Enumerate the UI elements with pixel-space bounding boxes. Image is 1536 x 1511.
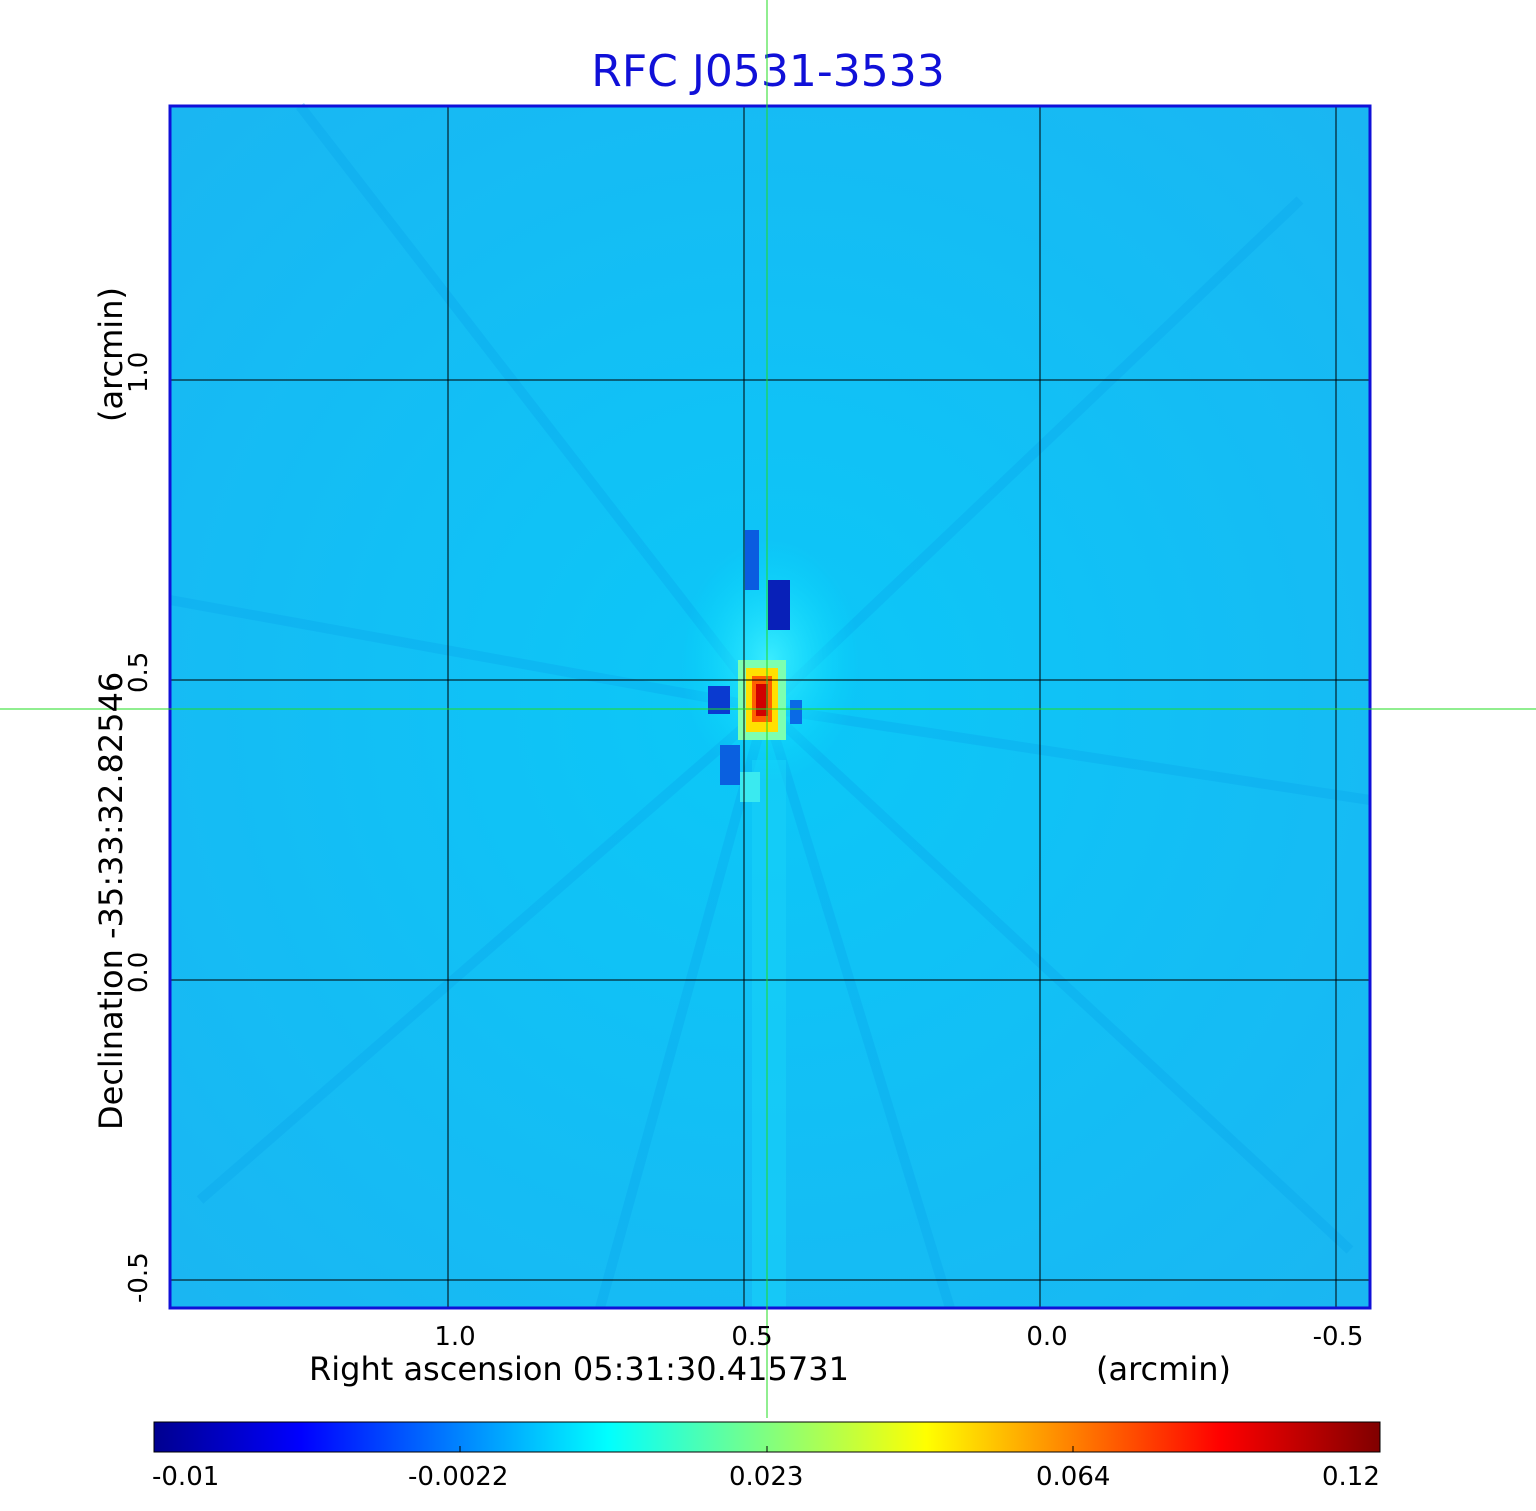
colorbar-tick-5: 0.12 — [1322, 1462, 1380, 1492]
colorbar-tick-1: -0.01 — [152, 1462, 220, 1492]
x-axis-unit: (arcmin) — [1096, 1350, 1231, 1388]
x-tick-1: 1.0 — [434, 1322, 476, 1352]
image-frame — [168, 104, 1372, 1310]
colorbar-tick-3: 0.023 — [729, 1462, 804, 1492]
y-tick-4: -0.5 — [124, 1252, 154, 1303]
x-tick-2: 0.5 — [731, 1322, 773, 1352]
x-tick-3: 0.0 — [1026, 1322, 1068, 1352]
sidelobe-streaks — [169, 102, 1371, 1310]
colorbar-tick-4: 0.064 — [1036, 1462, 1111, 1492]
x-axis-label: Right ascension 05:31:30.415731 — [309, 1350, 849, 1388]
colorbar-tick-2: -0.0022 — [408, 1462, 509, 1492]
y-axis-unit: (arcmin) — [92, 287, 130, 422]
y-axis-label: Declination -35:33:32.82546 — [92, 671, 130, 1130]
plot-title: RFC J0531-3533 — [591, 46, 945, 97]
source-emission — [708, 530, 802, 802]
coordinate-grid — [170, 106, 1370, 1308]
colorbar-ticks — [459, 1446, 1074, 1452]
x-tick-4: -0.5 — [1312, 1322, 1364, 1352]
crosshair — [0, 0, 1536, 1418]
